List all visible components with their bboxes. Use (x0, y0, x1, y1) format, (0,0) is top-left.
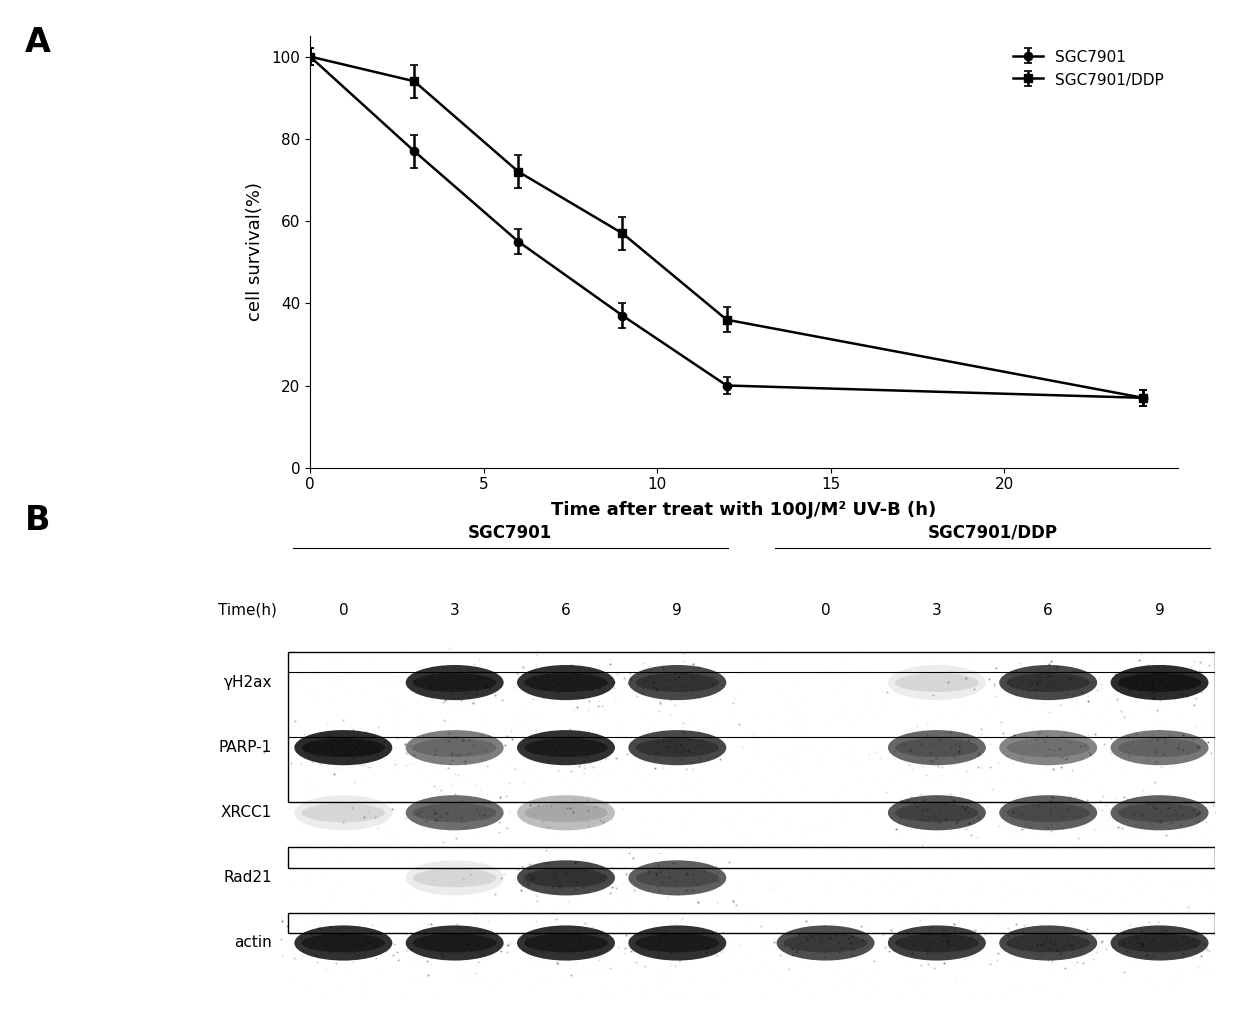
Ellipse shape (405, 860, 503, 895)
Ellipse shape (525, 738, 608, 757)
Ellipse shape (636, 933, 719, 952)
Ellipse shape (405, 665, 503, 700)
Ellipse shape (999, 665, 1097, 700)
Ellipse shape (636, 738, 719, 757)
Text: 3: 3 (450, 602, 460, 618)
Ellipse shape (525, 933, 608, 952)
Ellipse shape (1111, 796, 1209, 831)
Ellipse shape (888, 796, 986, 831)
Ellipse shape (517, 796, 615, 831)
Ellipse shape (413, 869, 496, 887)
Ellipse shape (888, 730, 986, 765)
Ellipse shape (636, 869, 719, 887)
Text: 9: 9 (672, 602, 682, 618)
Y-axis label: cell survival(%): cell survival(%) (247, 182, 264, 322)
Text: 0: 0 (821, 602, 831, 618)
Ellipse shape (405, 730, 503, 765)
Ellipse shape (1117, 933, 1202, 952)
Ellipse shape (888, 665, 986, 700)
Ellipse shape (895, 673, 978, 692)
Text: actin: actin (234, 935, 272, 951)
Ellipse shape (301, 738, 386, 757)
Ellipse shape (301, 804, 386, 822)
Ellipse shape (525, 869, 608, 887)
Ellipse shape (405, 925, 503, 960)
X-axis label: Time after treat with 100J/M² UV-B (h): Time after treat with 100J/M² UV-B (h) (552, 501, 936, 519)
Ellipse shape (405, 796, 503, 831)
Ellipse shape (1007, 933, 1090, 952)
Ellipse shape (1111, 925, 1209, 960)
Ellipse shape (999, 925, 1097, 960)
Ellipse shape (629, 925, 727, 960)
Text: PARP-1: PARP-1 (218, 740, 272, 756)
Ellipse shape (517, 665, 615, 700)
Ellipse shape (895, 804, 978, 822)
Ellipse shape (629, 665, 727, 700)
Legend: SGC7901, SGC7901/DDP: SGC7901, SGC7901/DDP (1007, 43, 1171, 94)
Ellipse shape (895, 933, 978, 952)
Ellipse shape (999, 730, 1097, 765)
Ellipse shape (413, 738, 496, 757)
Ellipse shape (999, 796, 1097, 831)
Ellipse shape (636, 673, 719, 692)
Ellipse shape (1007, 738, 1090, 757)
Ellipse shape (525, 673, 608, 692)
Ellipse shape (1117, 738, 1202, 757)
Text: XRCC1: XRCC1 (221, 805, 272, 820)
Ellipse shape (629, 860, 727, 895)
Ellipse shape (1111, 730, 1209, 765)
Ellipse shape (776, 925, 874, 960)
Ellipse shape (413, 673, 496, 692)
Ellipse shape (413, 933, 496, 952)
Ellipse shape (1117, 673, 1202, 692)
Ellipse shape (1007, 673, 1090, 692)
Ellipse shape (525, 804, 608, 822)
Text: SGC7901: SGC7901 (469, 524, 553, 542)
Text: γH2ax: γH2ax (223, 675, 272, 690)
Text: 6: 6 (1043, 602, 1053, 618)
Ellipse shape (294, 796, 392, 831)
Ellipse shape (895, 738, 978, 757)
Text: 0: 0 (339, 602, 348, 618)
Ellipse shape (517, 925, 615, 960)
Text: 3: 3 (932, 602, 941, 618)
Text: 6: 6 (562, 602, 570, 618)
Ellipse shape (294, 730, 392, 765)
Ellipse shape (1111, 665, 1209, 700)
Ellipse shape (888, 925, 986, 960)
Text: A: A (25, 26, 51, 59)
Ellipse shape (517, 730, 615, 765)
Text: Rad21: Rad21 (223, 871, 272, 885)
Ellipse shape (1007, 804, 1090, 822)
Ellipse shape (301, 933, 386, 952)
Text: B: B (25, 504, 51, 537)
Bar (288, 652, 1215, 803)
Text: 9: 9 (1154, 602, 1164, 618)
Ellipse shape (413, 804, 496, 822)
Text: Time(h): Time(h) (218, 602, 277, 618)
Ellipse shape (1117, 804, 1202, 822)
Text: SGC7901/DDP: SGC7901/DDP (928, 524, 1058, 542)
Bar (288, 847, 1215, 868)
Ellipse shape (629, 730, 727, 765)
Bar (288, 913, 1215, 932)
Ellipse shape (784, 933, 867, 952)
Ellipse shape (294, 925, 392, 960)
Ellipse shape (517, 860, 615, 895)
